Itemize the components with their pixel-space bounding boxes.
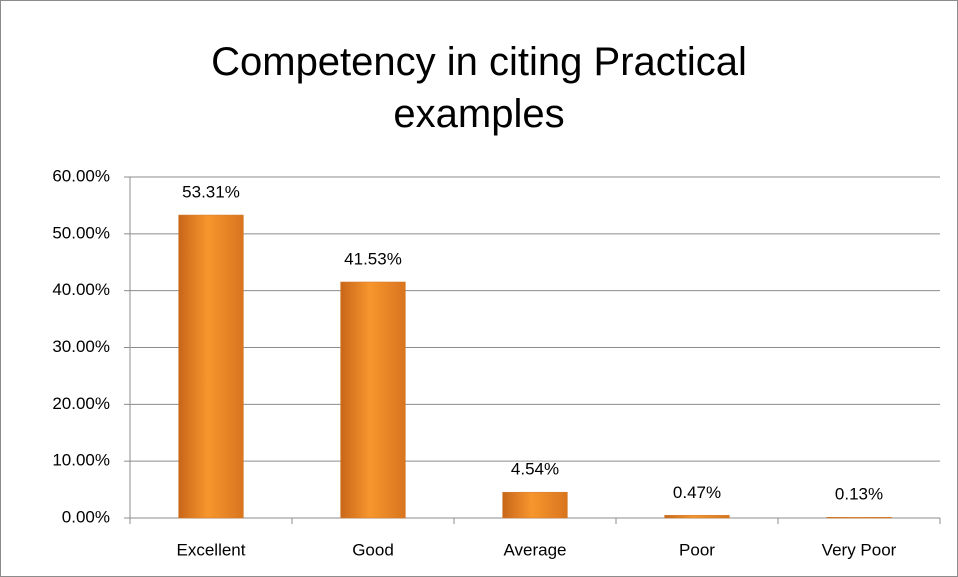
x-tick-label: Average — [503, 540, 566, 559]
data-label: 4.54% — [511, 460, 559, 479]
x-tick-label: Very Poor — [822, 540, 897, 559]
bar — [664, 515, 730, 519]
bar — [502, 491, 568, 519]
data-label: 0.13% — [835, 485, 883, 504]
bar — [178, 214, 244, 519]
x-tick-label: Good — [352, 540, 394, 559]
y-tick-label: 20.00% — [52, 394, 110, 413]
bar — [826, 517, 892, 519]
y-tick-label: 30.00% — [52, 337, 110, 356]
x-tick-label: Excellent — [177, 540, 246, 559]
data-label: 53.31% — [182, 183, 240, 202]
y-tick-label: 40.00% — [52, 280, 110, 299]
y-tick-label: 50.00% — [52, 223, 110, 242]
data-label: 0.47% — [673, 483, 721, 502]
bar — [340, 281, 406, 519]
x-tick-label: Poor — [679, 540, 715, 559]
y-tick-label: 0.00% — [62, 507, 110, 526]
y-tick-label: 60.00% — [52, 166, 110, 185]
chart-title: Competency in citing Practical examples — [211, 40, 747, 136]
data-label: 41.53% — [344, 249, 402, 268]
y-tick-label: 10.00% — [52, 451, 110, 470]
